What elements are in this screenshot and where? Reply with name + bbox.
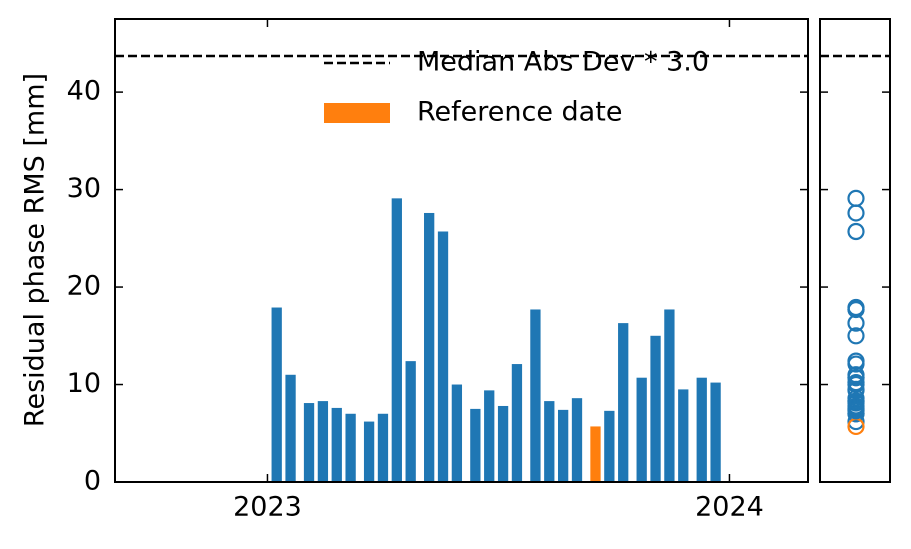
y-tick-label: 40 — [67, 76, 101, 107]
x-tick-label: 2023 — [233, 492, 302, 523]
bar — [285, 374, 296, 482]
y-tick-label: 30 — [67, 173, 101, 204]
legend-patch — [324, 103, 390, 123]
bar — [317, 401, 329, 482]
point — [847, 355, 865, 373]
bar — [497, 405, 509, 482]
bar — [424, 212, 435, 482]
point — [847, 373, 865, 392]
bar — [664, 309, 675, 482]
bar — [590, 426, 601, 482]
bar — [710, 382, 721, 482]
point — [847, 314, 865, 332]
bar — [571, 398, 583, 482]
bar — [557, 409, 569, 482]
point — [847, 222, 865, 241]
bar — [391, 198, 402, 483]
bar — [437, 231, 449, 482]
bar — [618, 323, 629, 482]
bar — [636, 377, 647, 482]
bar — [484, 390, 495, 482]
bar — [451, 384, 463, 482]
point — [847, 380, 865, 398]
bar — [331, 407, 342, 482]
plot-frame — [114, 18, 809, 483]
point — [847, 327, 865, 345]
bar — [650, 335, 661, 482]
bar — [405, 361, 416, 482]
point — [847, 300, 865, 319]
point — [847, 189, 865, 207]
bar — [377, 413, 389, 482]
bar — [544, 401, 555, 482]
y-tick-label: 0 — [84, 466, 101, 497]
side-frame — [819, 18, 891, 483]
bar — [303, 403, 315, 482]
y-tick-label: 10 — [67, 368, 101, 399]
bar — [678, 389, 689, 482]
point — [847, 204, 865, 222]
bar — [363, 421, 375, 482]
bar — [604, 410, 615, 482]
bar — [696, 377, 707, 482]
bar — [530, 309, 541, 482]
legend-label: Median Abs Dev * 3.0 — [417, 47, 709, 78]
legend-label: Reference date — [417, 97, 622, 128]
y-axis-label: Residual phase RMS [mm] — [20, 73, 51, 427]
x-tick-label: 2024 — [695, 492, 764, 523]
bar — [345, 413, 356, 482]
point — [847, 402, 865, 420]
y-tick-label: 20 — [67, 271, 101, 302]
bar — [470, 408, 481, 482]
bar — [271, 307, 282, 482]
bar — [511, 364, 523, 482]
point — [847, 369, 865, 387]
